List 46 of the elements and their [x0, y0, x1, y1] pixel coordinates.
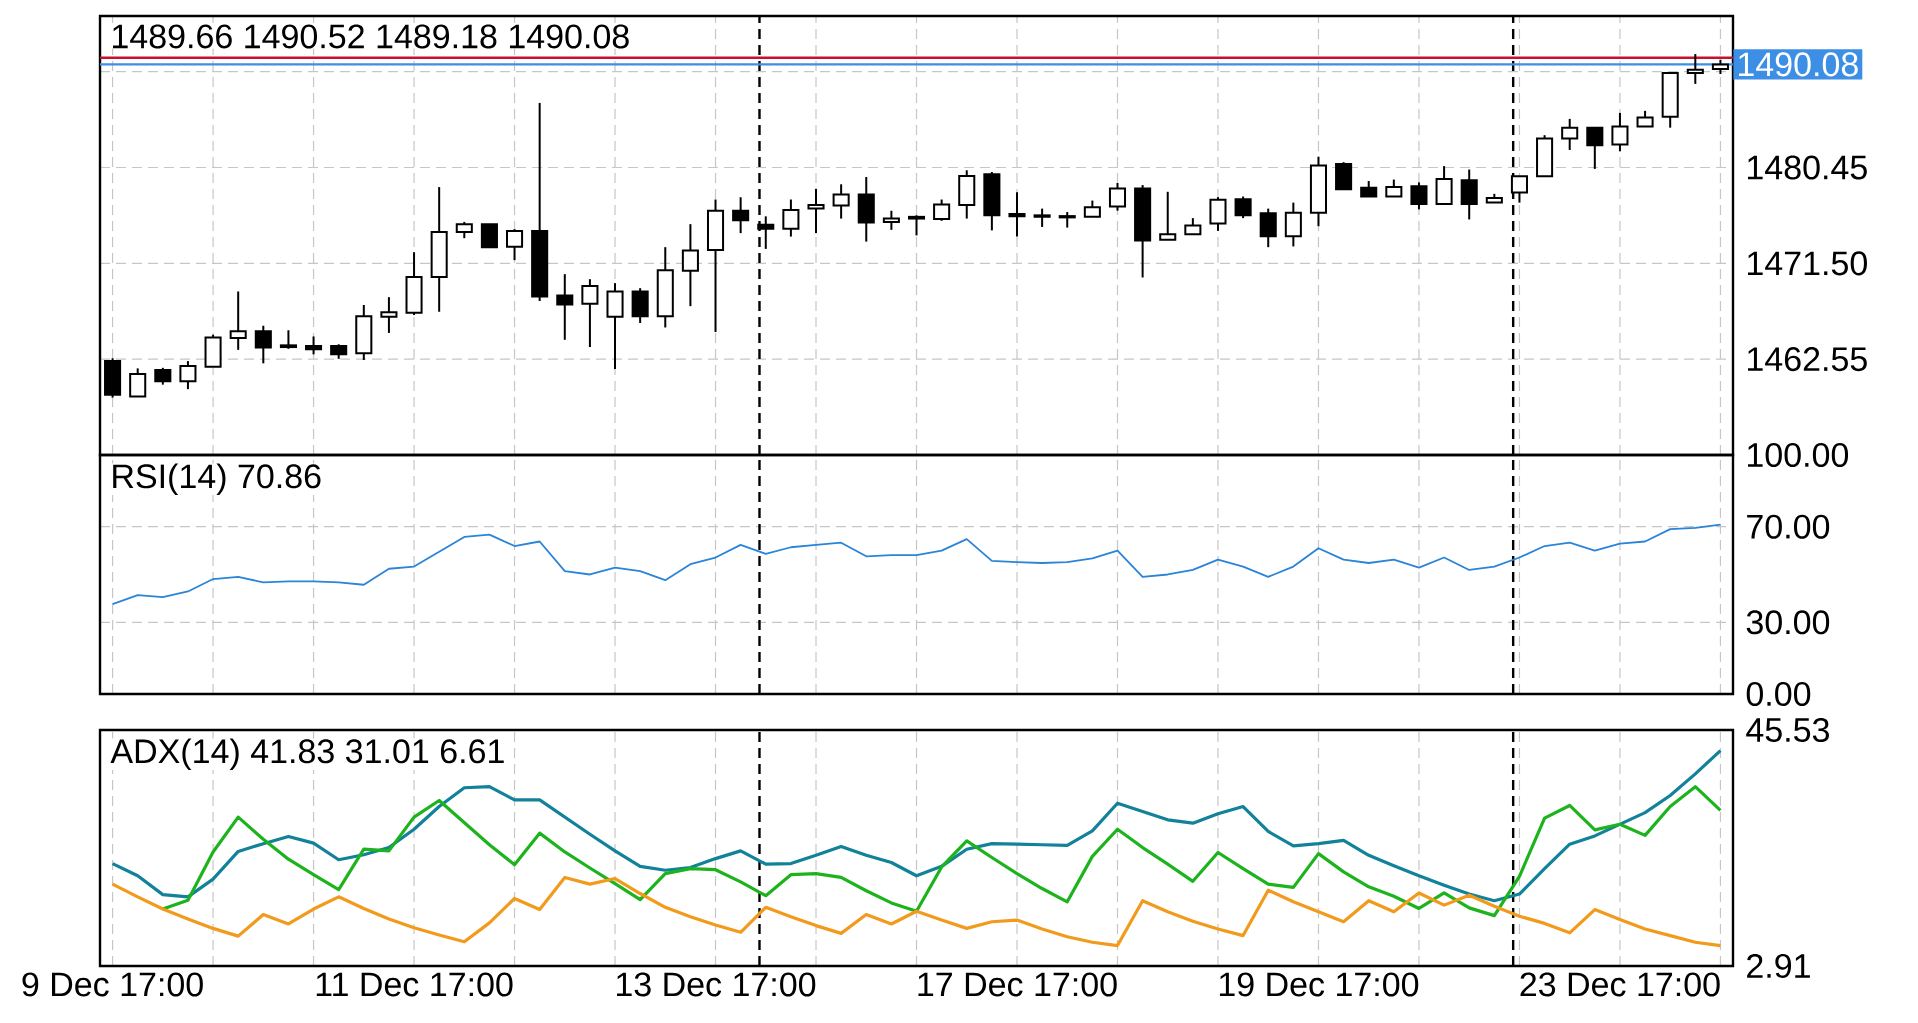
x-tick-label: 19 Dec 17:00 — [1219, 972, 1419, 997]
candlestick — [430, 186, 448, 313]
ref-line-label: 1490.08 — [1739, 52, 1858, 77]
candlestick — [556, 273, 574, 341]
candlestick — [1360, 179, 1378, 198]
x-tick-label: 11 Dec 17:00 — [316, 972, 513, 997]
candlestick — [1159, 190, 1177, 241]
candlestick — [832, 183, 850, 220]
candlestick — [958, 169, 976, 220]
candlestick — [1636, 109, 1654, 128]
candlestick — [1284, 201, 1302, 248]
chart-title: RSI(14) 70.86 — [113, 463, 321, 496]
y-tick-label: 0.00 — [1746, 681, 1811, 707]
x-tick-label: 17 Dec 17:00 — [918, 972, 1117, 997]
candlestick — [1661, 72, 1679, 129]
y-tick-label: 100.00 — [1748, 442, 1849, 468]
candlestick — [229, 290, 247, 351]
candlestick — [480, 223, 498, 249]
candlestick — [380, 296, 398, 334]
x-tick-label: 23 Dec 17:00 — [1520, 972, 1720, 997]
candlestick — [681, 223, 699, 308]
y-tick-label: 1462.55 — [1748, 347, 1867, 372]
x-tick-label: 13 Dec 17:00 — [617, 972, 816, 997]
candlestick — [1435, 165, 1453, 205]
candlestick — [129, 367, 147, 398]
y-tick-label: 30.00 — [1746, 610, 1830, 635]
candlestick — [1008, 191, 1026, 238]
candlestick — [1184, 217, 1202, 236]
candlestick — [581, 278, 599, 349]
x-tick-label: 9 Dec 17:00 — [22, 972, 203, 997]
chart-title: ADX(14) 41.83 31.01 6.61 — [110, 738, 504, 771]
y-tick-label: 1471.50 — [1748, 251, 1867, 276]
candlestick — [1586, 126, 1604, 170]
chart-title: 1489.66 1490.52 1489.18 1490.08 — [113, 24, 629, 49]
y-tick-label: 1480.45 — [1748, 155, 1867, 180]
candlestick — [706, 198, 725, 333]
candlestick — [1686, 53, 1704, 85]
candlestick — [355, 303, 373, 362]
line-series — [111, 523, 1722, 606]
candlestick — [857, 176, 875, 243]
candlestick — [807, 187, 825, 235]
candlestick — [656, 246, 674, 329]
y-tick-label: 45.53 — [1746, 717, 1829, 743]
candlestick — [732, 196, 750, 235]
y-tick-label: 2.91 — [1747, 953, 1810, 979]
y-tick-label: 70.00 — [1747, 514, 1830, 539]
